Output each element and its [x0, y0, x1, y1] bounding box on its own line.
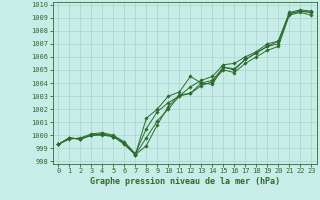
X-axis label: Graphe pression niveau de la mer (hPa): Graphe pression niveau de la mer (hPa)	[90, 177, 280, 186]
